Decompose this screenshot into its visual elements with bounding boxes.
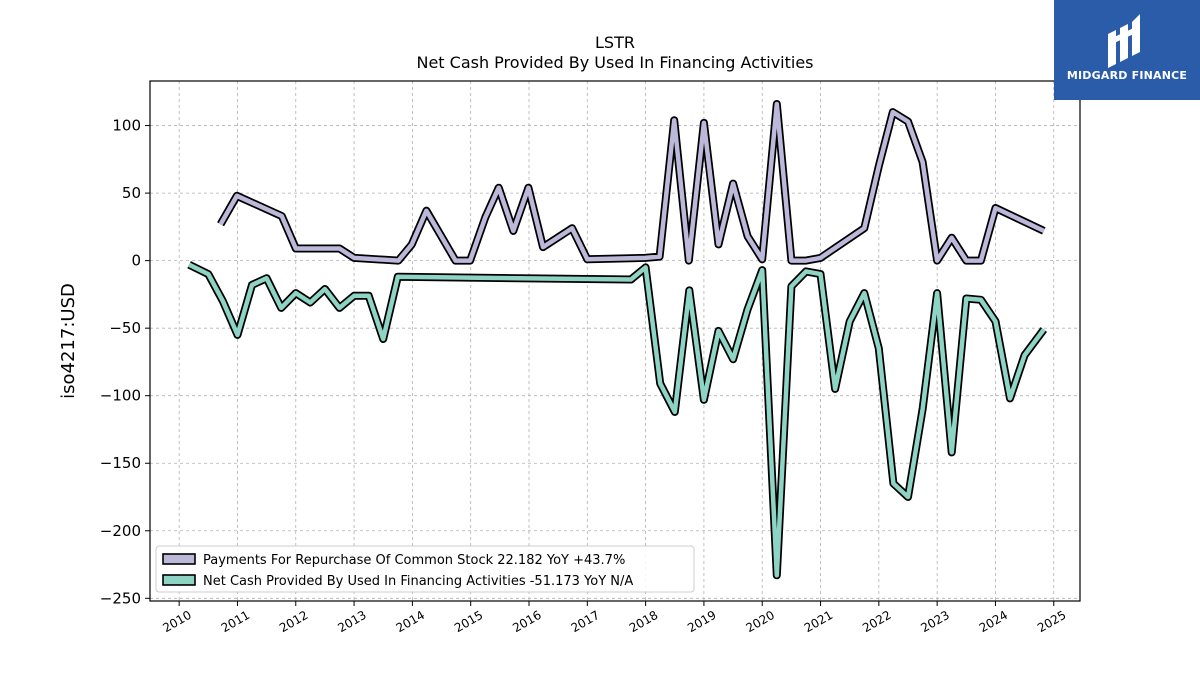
legend-swatch [162, 574, 196, 586]
x-tick-label: 2022 [860, 608, 893, 635]
x-axis: 2010 2011 2012 2013 2014 2015 2016 2017 2018 2019… [160, 601, 1068, 635]
series-layer [187, 100, 1048, 580]
y-tick-label: 0 [131, 252, 141, 270]
brand-wordmark: MIDGARD FINANCE [1066, 69, 1188, 82]
x-tick-label: 2012 [277, 608, 310, 635]
series-2-outline [187, 261, 1048, 580]
grid-lines [150, 81, 1080, 601]
x-tick-label: 2014 [394, 608, 427, 635]
y-axis-label: iso4217:USD [58, 283, 79, 399]
x-tick-label: 2013 [335, 608, 368, 635]
y-tick-label: −100 [100, 387, 141, 405]
legend-swatch [162, 553, 196, 565]
legend-label: Net Cash Provided By Used In Financing A… [203, 574, 633, 589]
x-tick-label: 2023 [918, 608, 951, 635]
y-tick-label: 100 [112, 117, 141, 135]
x-tick-label: 2010 [160, 608, 193, 635]
x-tick-label: 2016 [510, 608, 543, 635]
y-tick-label: 50 [122, 184, 141, 202]
x-tick-label: 2025 [1035, 608, 1068, 635]
legend-label: Payments For Repurchase Of Common Stock … [203, 553, 625, 568]
x-tick-label: 2021 [802, 608, 835, 635]
y-tick-label: −150 [100, 454, 141, 472]
y-axis: 100 50 0 −50 −100 −150 −200 −250 [100, 117, 150, 607]
x-tick-label: 2024 [977, 608, 1010, 635]
plot-frame [149, 80, 1081, 602]
chart-title: LSTR [595, 33, 635, 52]
x-tick-label: 2011 [219, 608, 252, 635]
y-tick-label: −50 [109, 319, 141, 337]
x-tick-label: 2017 [569, 608, 602, 635]
series-1-line [218, 101, 1045, 263]
series-2-line [188, 262, 1046, 578]
x-tick-label: 2019 [685, 608, 718, 635]
x-tick-label: 2018 [627, 608, 660, 635]
x-tick-label: 2020 [743, 608, 776, 635]
series-1-outline [217, 100, 1046, 265]
legend: Payments For Repurchase Of Common Stock … [155, 545, 695, 593]
legend-box [155, 545, 695, 593]
brand-logo: MIDGARD FINANCE [1054, 0, 1200, 100]
chart-subtitle: Net Cash Provided By Used In Financing A… [416, 53, 814, 72]
x-tick-label: 2015 [452, 608, 485, 635]
y-tick-label: −250 [100, 589, 141, 607]
midgard-logo-icon [1108, 14, 1140, 68]
y-tick-label: −200 [100, 522, 141, 540]
